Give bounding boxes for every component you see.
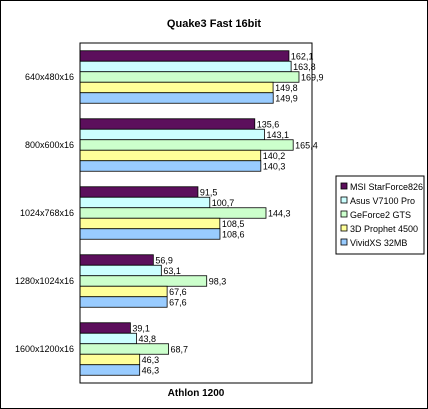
data-label: 140,3 (263, 161, 286, 171)
data-label: 46,3 (142, 355, 160, 365)
legend-swatch (340, 182, 348, 190)
bar (79, 275, 208, 287)
bar (79, 92, 274, 104)
chart-title: Quake3 Fast 16bit (167, 18, 261, 30)
legend-swatch (340, 210, 348, 218)
legend-swatch (340, 238, 348, 246)
data-label: 108,6 (222, 229, 245, 239)
category-label: 800x600x16 (25, 140, 74, 150)
bar (79, 343, 169, 355)
legend-label: GeForce2 GTS (350, 210, 411, 220)
data-label: 98,3 (209, 276, 227, 286)
bar (79, 196, 211, 209)
data-label: 135,6 (257, 119, 280, 129)
data-label: 100,7 (212, 198, 235, 208)
data-label: 91,5 (200, 187, 218, 197)
data-label: 149,9 (275, 93, 298, 103)
x-axis-label: Athlon 1200 (168, 388, 225, 399)
bar (79, 207, 267, 219)
data-label: 149,8 (275, 83, 298, 93)
legend-box (335, 175, 425, 255)
data-label: 67,6 (169, 297, 187, 307)
bar (79, 60, 292, 73)
bar (79, 228, 221, 240)
data-label: 56,9 (155, 255, 173, 265)
data-label: 162,1 (291, 51, 314, 61)
data-label: 144,3 (268, 208, 291, 218)
data-label: 163,8 (293, 62, 316, 72)
bar (79, 149, 262, 162)
category-label: 1280x1024x16 (15, 276, 74, 286)
bar (79, 217, 221, 230)
bar (79, 186, 199, 198)
data-label: 108,5 (222, 219, 245, 229)
bar (79, 322, 131, 334)
legend-swatch (340, 224, 348, 232)
legend-label: Asus V7100 Pro (350, 196, 415, 206)
data-label: 140,2 (263, 151, 286, 161)
bar (79, 139, 294, 151)
data-label: 39,1 (132, 323, 150, 333)
bar (79, 364, 141, 376)
bar (79, 81, 274, 94)
legend-label: 3D Prophet 4500 (350, 224, 418, 234)
bar (79, 71, 300, 83)
bar (79, 285, 168, 298)
legend-label: MSI StarForce826 (350, 182, 423, 192)
category-label: 640x480x16 (25, 72, 74, 82)
data-label: 165,4 (295, 140, 318, 150)
bar (79, 296, 168, 308)
category-label: 1024x768x16 (20, 208, 74, 218)
bar (79, 353, 141, 366)
category-label: 1600x1200x16 (15, 344, 74, 354)
bar (79, 128, 265, 141)
category-labels-layer: 640x480x16 800x600x16 1024x768x16 1280x1024… (15, 72, 74, 354)
legend: MSI StarForce826 Asus V7100 Pro GeForce2 G… (335, 175, 425, 255)
data-label: 68,7 (171, 344, 189, 354)
data-label: 46,3 (142, 365, 160, 375)
data-label: 67,6 (169, 287, 187, 297)
bar (79, 118, 256, 130)
legend-label: VividXS 32MB (350, 238, 407, 248)
bar (79, 50, 290, 62)
bar (79, 160, 262, 172)
bar (79, 264, 162, 277)
data-label: 43,8 (138, 334, 156, 344)
data-label: 63,1 (163, 266, 181, 276)
bar (79, 254, 154, 266)
bar (79, 332, 137, 345)
data-label: 169,9 (301, 72, 324, 82)
legend-swatch (340, 196, 348, 204)
data-label: 143,1 (266, 130, 289, 140)
